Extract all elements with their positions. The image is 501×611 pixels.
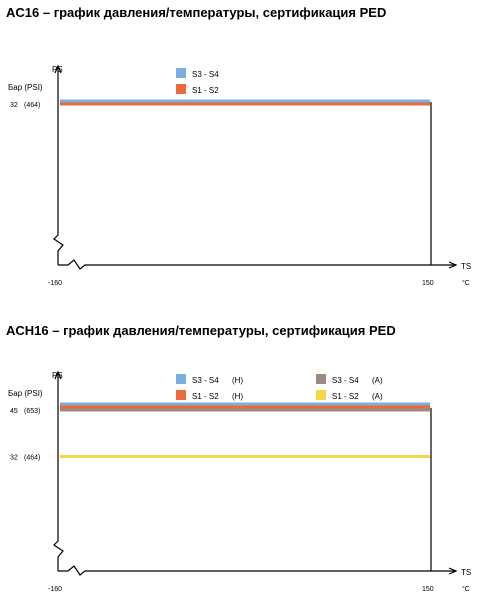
chart-2-x-label: TS (461, 568, 471, 577)
chart-2-legend-swatch-1 (176, 390, 186, 400)
chart-1: PS Бар (PSI) TS °C -160 150 32 (464) S3 - S4 S1 -… (8, 64, 471, 287)
chart-1-y-unit: Бар (PSI) (8, 83, 43, 92)
chart-2-legend-swatch-3 (316, 390, 326, 400)
chart-2-x-tick-max: 150 (422, 586, 434, 593)
chart-2-title: ACH16 – график давления/температуры, сер… (6, 323, 396, 338)
chart-2-y-axis (53, 372, 64, 571)
chart-2-y-unit: Бар (PSI) (8, 389, 43, 398)
chart-1-x-arrow (448, 261, 458, 269)
chart-2-x-axis (58, 565, 456, 576)
chart-2-y-tick-1: 32 (10, 455, 18, 462)
chart-1-legend-label-1: S1 - S2 (192, 86, 219, 95)
chart-1-y-tick-0: 32 (10, 102, 18, 109)
chart-2-y-tick-1-psi: (464) (24, 455, 40, 462)
chart-1-legend-swatch-1 (176, 84, 186, 94)
chart-1-legend-swatch-0 (176, 68, 186, 78)
chart-2-legend-swatch-0 (176, 374, 186, 384)
chart-1-x-unit: °C (462, 279, 470, 287)
chart-1-legend-label-0: S3 - S4 (192, 70, 219, 79)
chart-1-y-label: PS (52, 65, 63, 74)
chart-2-x-unit: °C (462, 585, 470, 593)
chart-1-x-label: TS (461, 262, 471, 271)
chart-2-legend-label-1: S1 - S2 (192, 392, 219, 401)
chart-1-y-tick-0-psi: (464) (24, 102, 40, 109)
chart-2-legend-tag-2: (A) (372, 376, 383, 385)
chart-2-legend-label-3: S1 - S2 (332, 392, 359, 401)
chart-1-x-axis (58, 259, 456, 270)
chart-2-y-arrow (54, 370, 62, 380)
chart-1-y-arrow (54, 64, 62, 74)
chart-1-x-tick-min: -160 (48, 280, 62, 287)
chart-2-legend-label-2: S3 - S4 (332, 376, 359, 385)
chart-2-y-tick-0-psi: (653) (24, 408, 40, 415)
chart-2-x-arrow (448, 567, 458, 575)
chart-2-legend-tag-1: (H) (232, 392, 243, 401)
chart-2-legend-swatch-2 (316, 374, 326, 384)
chart-2-legend-tag-0: (H) (232, 376, 243, 385)
chart-2-x-tick-min: -160 (48, 586, 62, 593)
chart-2-legend-label-0: S3 - S4 (192, 376, 219, 385)
chart-2: PS Бар (PSI) TS °C -160 150 45 (653) 32 (464) S3 -… (8, 370, 471, 593)
chart-1-y-axis (53, 66, 64, 265)
chart-2-legend-tag-3: (A) (372, 392, 383, 401)
chart-1-title: AC16 – график давления/температуры, серт… (6, 5, 387, 20)
chart-2-y-tick-0: 45 (10, 408, 18, 415)
chart-2-y-label: PS (52, 371, 63, 380)
chart-1-x-tick-max: 150 (422, 280, 434, 287)
